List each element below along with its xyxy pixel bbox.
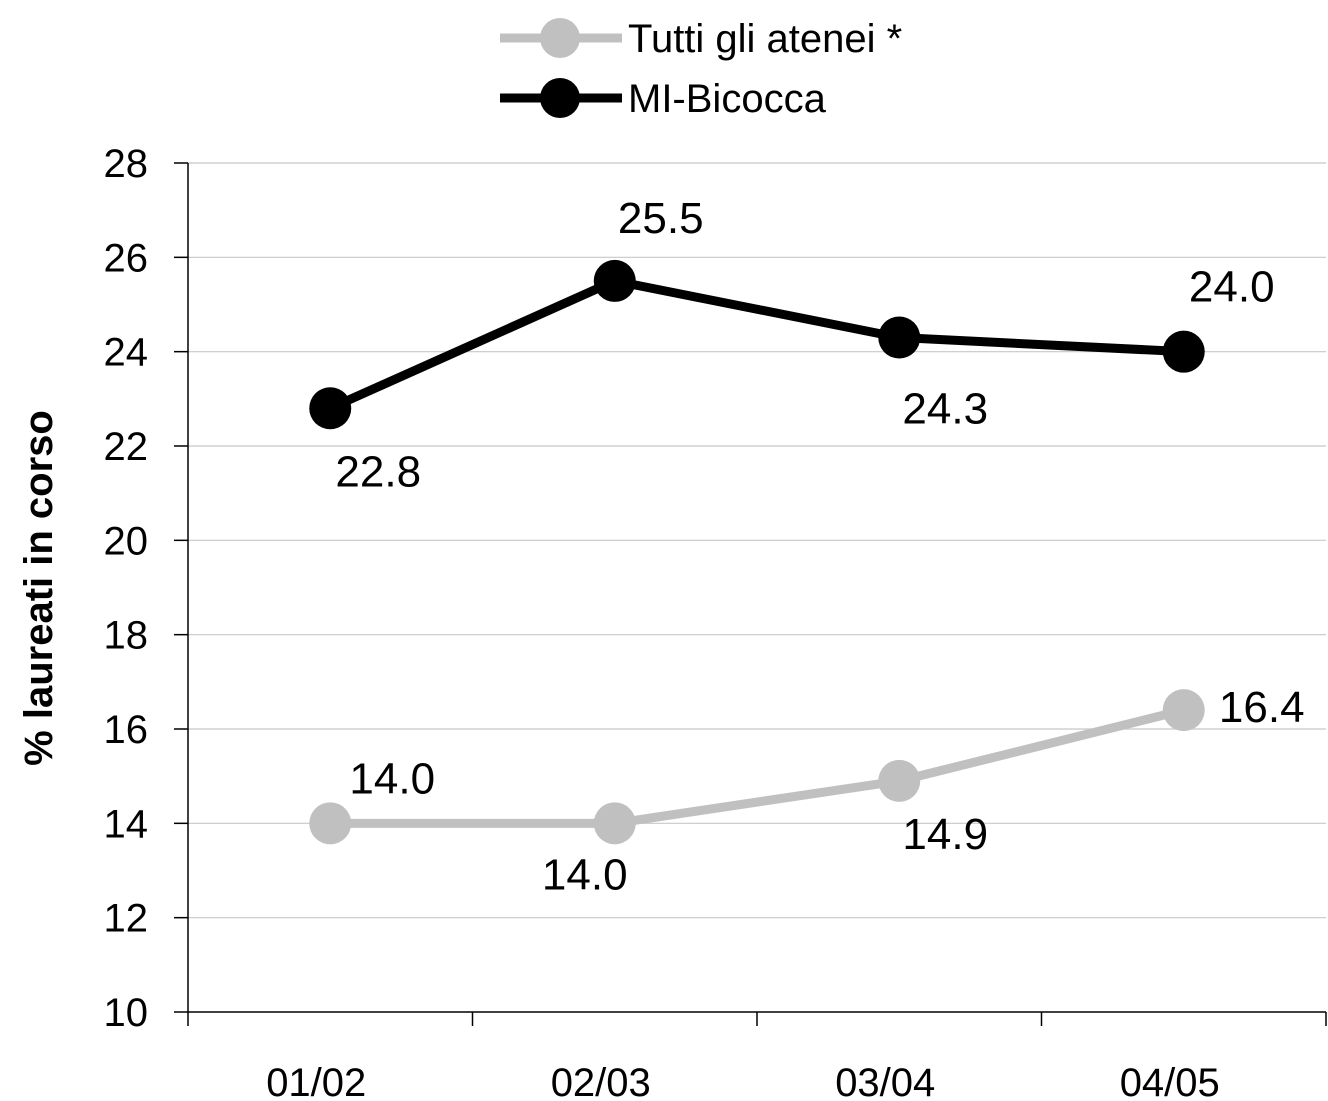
legend-label: MI-Bicocca: [628, 77, 827, 121]
data-label: 24.0: [1189, 263, 1275, 312]
data-label: 14.0: [542, 850, 628, 899]
y-tick-label: 28: [104, 142, 149, 186]
x-tick-label: 01/02: [266, 1061, 366, 1101]
data-point: [878, 759, 921, 802]
y-tick-label: 24: [104, 331, 149, 375]
data-point: [878, 316, 921, 359]
y-tick-label: 20: [104, 519, 149, 563]
data-label: 14.0: [349, 754, 435, 803]
legend-swatch-marker: [540, 18, 580, 58]
x-tick-label: 02/03: [551, 1061, 651, 1101]
data-label: 25.5: [618, 194, 704, 243]
y-tick-label: 18: [104, 614, 149, 658]
axes: [187, 163, 1326, 1013]
series-group: [309, 259, 1205, 845]
series-line-0: [330, 705, 1185, 828]
data-point: [593, 259, 636, 302]
legend-label: Tutti gli atenei *: [628, 17, 902, 61]
data-labels: 14.0 14.0 14.9 16.4 22.8 25.5 24.3 24.0: [335, 194, 1304, 899]
x-axis-ticks: 01/02 02/03 03/04 04/05: [187, 1012, 1327, 1101]
data-point: [1162, 689, 1205, 732]
y-tick-label: 14: [104, 802, 149, 846]
data-point: [593, 802, 636, 845]
y-tick-label: 16: [104, 708, 149, 752]
data-label: 14.9: [902, 810, 988, 859]
series-line-1: [328, 276, 1184, 413]
y-tick-label: 22: [104, 425, 149, 469]
y-tick-label: 10: [104, 991, 149, 1035]
data-label: 22.8: [335, 447, 421, 496]
data-label: 24.3: [902, 385, 988, 434]
data-point: [1162, 330, 1205, 373]
y-axis-ticks: 10 12 14 16 18 20 22 24 26 28: [104, 142, 188, 1035]
legend-swatch-marker: [540, 78, 580, 118]
x-tick-label: 03/04: [835, 1061, 935, 1101]
y-tick-label: 26: [104, 236, 149, 280]
y-tick-label: 12: [104, 897, 149, 941]
x-tick-label: 04/05: [1120, 1061, 1220, 1101]
data-point: [309, 387, 352, 430]
data-point: [309, 802, 352, 845]
legend: Tutti gli atenei * MI-Bicocca: [500, 17, 902, 121]
data-label: 16.4: [1219, 683, 1305, 732]
y-axis-title: % laureati in corso: [17, 410, 61, 766]
